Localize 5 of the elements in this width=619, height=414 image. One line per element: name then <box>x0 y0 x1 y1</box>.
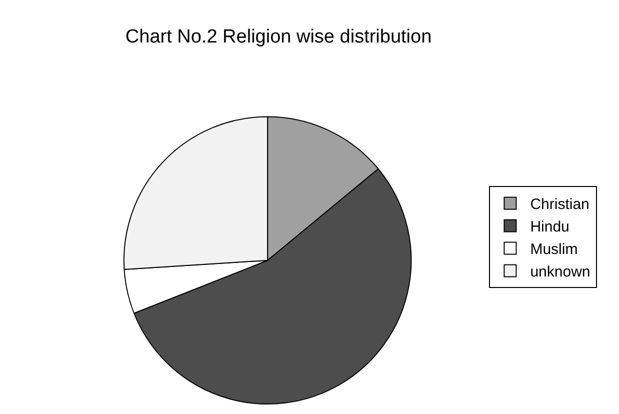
chart-title: Chart No.2 Religion wise distribution <box>125 26 432 48</box>
legend-label: Muslim <box>530 241 578 258</box>
legend-label: Hindu <box>530 218 570 236</box>
legend-label: unknown <box>530 264 590 281</box>
legend-label: Christian <box>530 196 590 214</box>
